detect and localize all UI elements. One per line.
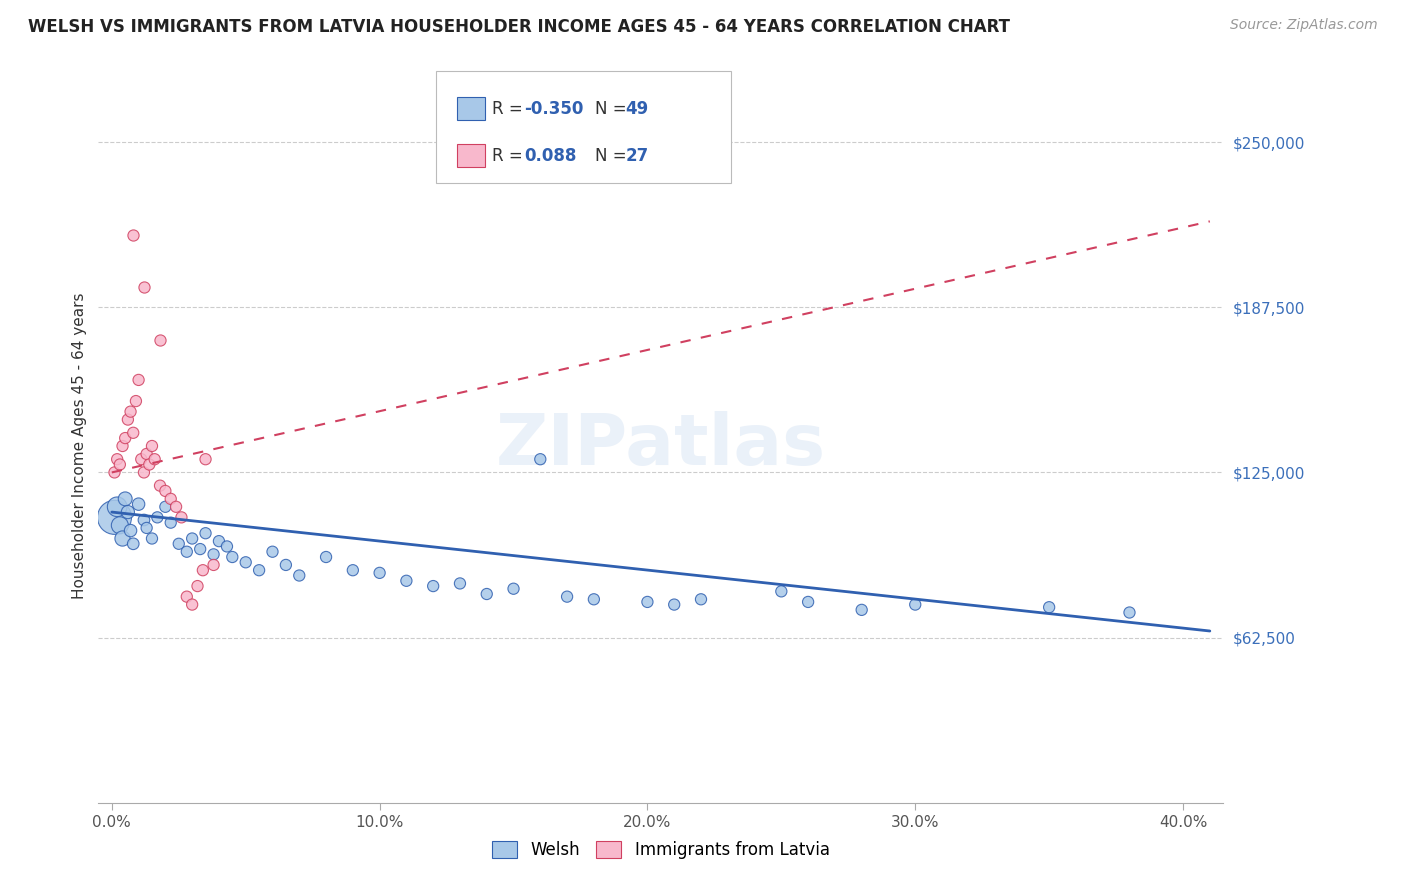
Text: R =: R = xyxy=(492,147,529,165)
Point xyxy=(904,598,927,612)
Point xyxy=(135,447,157,461)
Point xyxy=(235,555,257,569)
Point xyxy=(159,491,181,506)
Point xyxy=(529,452,551,467)
Point xyxy=(202,558,225,572)
Point xyxy=(342,563,364,577)
Point xyxy=(194,526,217,541)
Point xyxy=(143,452,166,467)
Point xyxy=(159,516,181,530)
Point xyxy=(117,505,139,519)
Point xyxy=(146,510,169,524)
Point xyxy=(128,497,150,511)
Point xyxy=(664,598,686,612)
Text: R =: R = xyxy=(492,100,529,118)
Text: N =: N = xyxy=(595,147,631,165)
Point xyxy=(221,549,243,564)
Point xyxy=(149,333,172,347)
Point xyxy=(155,500,177,514)
Point xyxy=(422,579,444,593)
Point xyxy=(132,280,155,294)
Point xyxy=(167,537,190,551)
Point xyxy=(155,483,177,498)
Point xyxy=(636,595,658,609)
Point xyxy=(851,603,873,617)
Point xyxy=(132,466,155,480)
Point xyxy=(449,576,471,591)
Y-axis label: Householder Income Ages 45 - 64 years: Householder Income Ages 45 - 64 years xyxy=(72,293,87,599)
Point xyxy=(122,425,145,440)
Point xyxy=(132,513,155,527)
Point xyxy=(141,439,163,453)
Point xyxy=(188,542,211,557)
Point xyxy=(125,394,148,409)
Point xyxy=(262,545,284,559)
Point xyxy=(194,452,217,467)
Point xyxy=(149,478,172,492)
Point xyxy=(111,532,134,546)
Point xyxy=(555,590,578,604)
Point xyxy=(797,595,820,609)
Point xyxy=(128,373,150,387)
Point xyxy=(247,563,270,577)
Point xyxy=(105,500,128,514)
Point xyxy=(288,568,311,582)
Point xyxy=(135,521,157,535)
Text: -0.350: -0.350 xyxy=(524,100,583,118)
Point xyxy=(176,545,198,559)
Point xyxy=(368,566,391,580)
Point xyxy=(395,574,418,588)
Text: N =: N = xyxy=(595,100,631,118)
Point xyxy=(108,518,131,533)
Point xyxy=(1038,600,1060,615)
Point xyxy=(114,491,136,506)
Point xyxy=(274,558,297,572)
Point xyxy=(122,537,145,551)
Point xyxy=(111,439,134,453)
Point xyxy=(315,549,337,564)
Point xyxy=(208,534,231,549)
Text: 0.088: 0.088 xyxy=(524,147,576,165)
Point xyxy=(120,404,142,418)
Point xyxy=(215,540,238,554)
Text: ZIPatlas: ZIPatlas xyxy=(496,411,825,481)
Point xyxy=(122,227,145,242)
Point xyxy=(475,587,498,601)
Point xyxy=(103,466,125,480)
Point xyxy=(202,547,225,561)
Point xyxy=(1118,606,1140,620)
Text: 49: 49 xyxy=(626,100,650,118)
Point xyxy=(181,532,204,546)
Point xyxy=(108,458,131,472)
Legend: Welsh, Immigrants from Latvia: Welsh, Immigrants from Latvia xyxy=(485,834,837,866)
Point xyxy=(103,510,125,524)
Point xyxy=(138,458,160,472)
Text: Source: ZipAtlas.com: Source: ZipAtlas.com xyxy=(1230,18,1378,32)
Point xyxy=(186,579,208,593)
Point xyxy=(129,452,152,467)
Point xyxy=(770,584,793,599)
Point xyxy=(165,500,187,514)
Text: 27: 27 xyxy=(626,147,650,165)
Point xyxy=(582,592,605,607)
Point xyxy=(120,524,142,538)
Point xyxy=(502,582,524,596)
Point xyxy=(105,452,128,467)
Point xyxy=(114,431,136,445)
Text: WELSH VS IMMIGRANTS FROM LATVIA HOUSEHOLDER INCOME AGES 45 - 64 YEARS CORRELATIO: WELSH VS IMMIGRANTS FROM LATVIA HOUSEHOL… xyxy=(28,18,1010,36)
Point xyxy=(170,510,193,524)
Point xyxy=(181,598,204,612)
Point xyxy=(141,532,163,546)
Point xyxy=(690,592,713,607)
Point xyxy=(117,412,139,426)
Point xyxy=(191,563,214,577)
Point xyxy=(176,590,198,604)
